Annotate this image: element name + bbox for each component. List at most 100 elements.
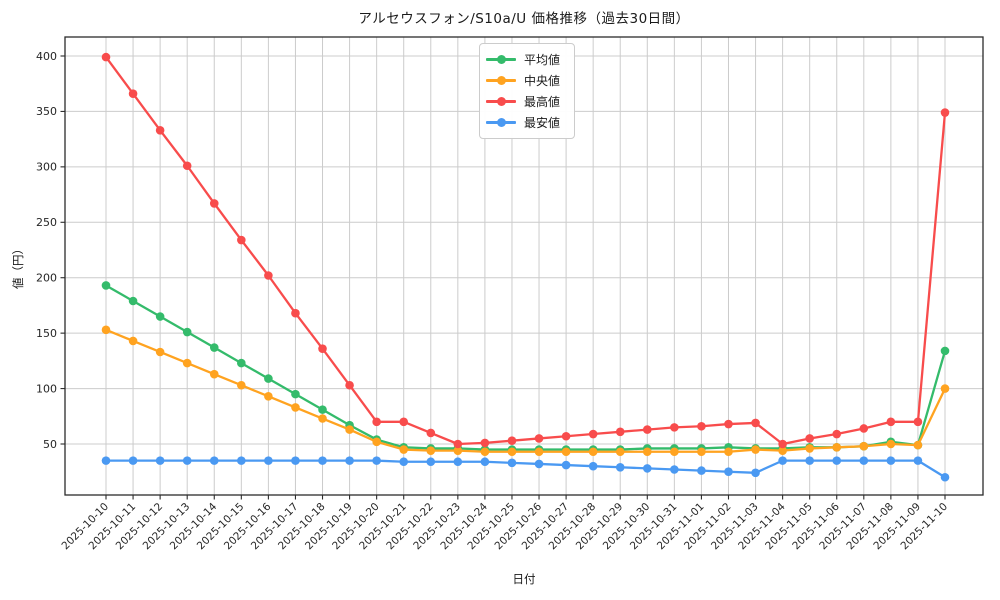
data-point-median [399,445,409,454]
data-point-max [155,125,165,135]
data-point-max [670,423,679,432]
data-point-median [101,325,111,335]
data-point-min [615,462,625,472]
axes-frame [64,36,984,496]
data-point-max [426,428,436,438]
data-point-max [642,425,652,434]
data-point-median [588,447,598,457]
data-point-average [291,389,300,399]
data-point-median [724,447,733,457]
data-point-min [805,456,814,465]
data-point-median [453,446,463,455]
x-axis-label: 日付 [512,572,536,586]
data-point-median [886,439,896,449]
data-point-min [778,456,787,465]
legend-item-average: 平均値 [486,49,566,70]
chart-title: アルセウスフォン/S10a/U 価格推移（過去30日間） [358,11,690,27]
data-point-min [940,472,950,482]
data-point-median [480,447,490,457]
data-point-median [291,403,300,412]
data-point-median [642,447,652,457]
data-point-min [913,456,923,465]
data-point-median [318,414,327,423]
data-point-median [697,447,706,457]
y-tick-label: 350 [36,105,57,118]
data-point-median [615,447,625,457]
data-point-average [209,343,219,352]
data-point-median [913,440,923,450]
data-point-max [372,417,381,427]
data-point-min [426,457,436,467]
data-point-median [940,384,950,393]
data-point-min [886,456,896,465]
data-point-min [859,456,869,465]
data-point-median [155,347,165,357]
data-point-min [155,456,165,465]
legend-marker-average [486,55,516,64]
data-point-min [372,456,381,465]
legend-marker-max [486,97,516,106]
data-point-median [237,380,246,390]
data-point-min [588,461,598,471]
data-point-max [751,418,760,428]
data-point-max [886,417,896,427]
legend-label-min: 最安値 [524,116,561,130]
legend-label-average: 平均値 [524,53,561,67]
data-point-average [155,312,165,321]
y-tick-label: 400 [36,50,57,63]
data-point-median [670,447,679,457]
data-point-average [940,346,950,356]
series-line-median [104,328,947,453]
data-point-median [778,446,787,455]
data-point-max [399,417,409,427]
series-line-average [104,284,947,451]
data-point-max [940,108,950,117]
data-point-max [615,427,625,437]
data-point-max [724,419,733,429]
data-point-median [751,445,760,454]
data-point-max [101,52,111,62]
legend-marker-min [486,118,516,127]
data-point-min [561,460,571,470]
data-point-median [832,443,842,452]
data-point-min [480,457,490,467]
data-point-min [751,468,760,478]
data-point-min [128,456,138,465]
y-tick-label: 100 [36,382,57,395]
data-point-max [534,434,544,443]
data-point-median [182,358,192,368]
data-point-min [182,456,192,465]
data-point-max [859,424,869,433]
data-point-min [697,466,706,475]
y-tick-label: 50 [43,438,57,451]
data-point-median [209,369,219,379]
y-tick-label: 200 [36,272,57,285]
data-point-average [264,374,273,383]
legend-label-max: 最高値 [524,95,561,109]
data-point-max [318,344,327,353]
data-point-min [670,465,679,474]
data-point-min [642,464,652,473]
data-point-max [778,439,787,449]
data-point-max [128,89,138,98]
legend-marker-median [486,76,516,85]
data-point-max [237,235,246,245]
data-point-min [534,459,544,469]
y-tick-label: 250 [36,216,57,229]
data-point-max [507,436,517,445]
data-point-max [264,271,273,280]
data-point-median [264,392,273,401]
data-point-min [453,457,463,467]
data-point-min [507,458,517,468]
y-tick-label: 150 [36,327,57,340]
legend-label-median: 中央値 [524,74,561,88]
data-point-median [426,446,436,455]
data-point-median [507,447,517,457]
data-point-average [237,358,246,368]
data-point-max [182,161,192,171]
data-point-min [291,456,300,465]
data-point-average [318,405,327,414]
data-point-median [859,441,869,451]
data-point-max [913,417,923,427]
